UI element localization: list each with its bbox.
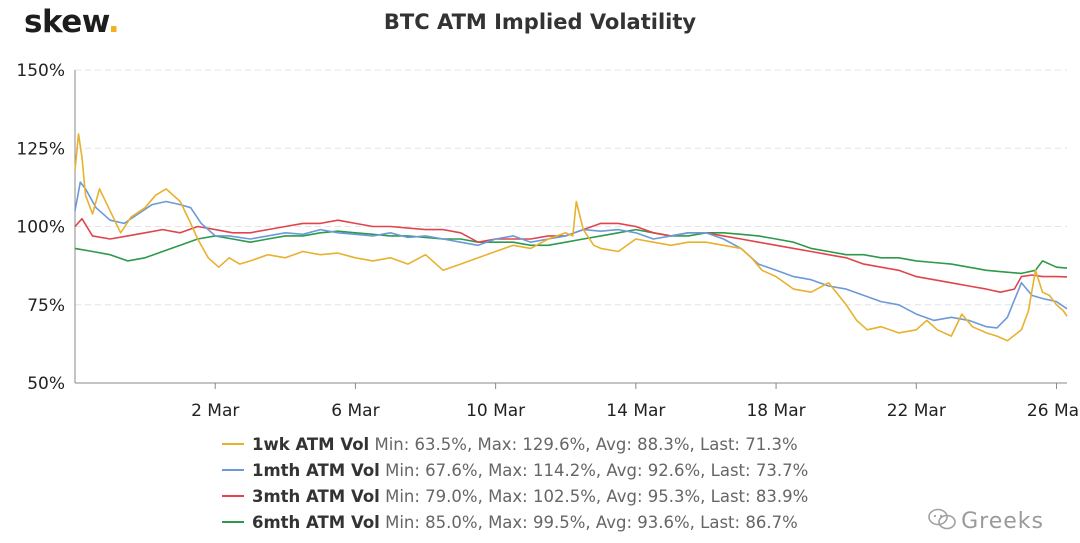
series-line-1wk-atm-vol bbox=[74, 133, 1068, 342]
legend-swatch-1wk bbox=[222, 442, 244, 445]
x-tick-label-3: 14 Mar bbox=[606, 401, 665, 421]
series-line-3mth-atm-vol bbox=[74, 217, 1068, 294]
legend-item-6mth[interactable]: 6mth ATM Vol Min: 85.0%, Max: 99.5%, Avg… bbox=[222, 510, 808, 536]
skew-logo: skew. bbox=[24, 4, 120, 40]
logo-dot: . bbox=[107, 4, 120, 40]
x-tick-label-6: 26 Mar bbox=[1027, 401, 1080, 421]
y-tick-label-75: 75% bbox=[27, 296, 65, 316]
legend-name-1mth: 1mth ATM Vol bbox=[252, 461, 380, 480]
legend-swatch-6mth bbox=[222, 520, 244, 523]
x-tick-label-1: 6 Mar bbox=[331, 401, 379, 421]
chart-title: BTC ATM Implied Volatility bbox=[383, 10, 697, 34]
x-tick-label-4: 18 Mar bbox=[746, 401, 805, 421]
x-tick-label-5: 22 Mar bbox=[887, 401, 946, 421]
legend-swatch-1mth bbox=[222, 468, 244, 471]
legend-swatch-3mth bbox=[222, 494, 244, 497]
series-line-6mth-atm-vol bbox=[74, 228, 1068, 275]
legend-name-6mth: 6mth ATM Vol bbox=[252, 513, 380, 532]
legend-name-1wk: 1wk ATM Vol bbox=[252, 435, 370, 454]
wechat-icon bbox=[927, 507, 957, 537]
x-tick-label-0: 2 Mar bbox=[191, 401, 239, 421]
legend-name-3mth: 3mth ATM Vol bbox=[252, 487, 380, 506]
series-line-1mth-atm-vol bbox=[74, 181, 1068, 329]
legend-stats-3mth: Min: 79.0%, Max: 102.5%, Avg: 95.3%, Las… bbox=[385, 487, 809, 506]
watermark-text: Greeks bbox=[961, 509, 1044, 534]
watermark: Greeks bbox=[927, 507, 1044, 537]
legend-stats-6mth: Min: 85.0%, Max: 99.5%, Avg: 93.6%, Last… bbox=[385, 513, 798, 532]
y-tick-label-100: 100% bbox=[16, 218, 65, 238]
legend-item-1mth[interactable]: 1mth ATM Vol Min: 67.6%, Max: 114.2%, Av… bbox=[222, 458, 808, 484]
legend-item-3mth[interactable]: 3mth ATM Vol Min: 79.0%, Max: 102.5%, Av… bbox=[222, 484, 808, 510]
x-tick-label-2: 10 Mar bbox=[466, 401, 525, 421]
y-tick-label-50: 50% bbox=[27, 374, 65, 394]
y-tick-label-125: 125% bbox=[16, 139, 65, 159]
chart-legend: 1wk ATM Vol Min: 63.5%, Max: 129.6%, Avg… bbox=[222, 432, 808, 536]
logo-text: skew bbox=[24, 4, 108, 40]
y-tick-label-150: 150% bbox=[16, 61, 65, 81]
legend-stats-1mth: Min: 67.6%, Max: 114.2%, Avg: 92.6%, Las… bbox=[385, 461, 809, 480]
legend-item-1wk[interactable]: 1wk ATM Vol Min: 63.5%, Max: 129.6%, Avg… bbox=[222, 432, 808, 458]
legend-stats-1wk: Min: 63.5%, Max: 129.6%, Avg: 88.3%, Las… bbox=[374, 435, 798, 454]
